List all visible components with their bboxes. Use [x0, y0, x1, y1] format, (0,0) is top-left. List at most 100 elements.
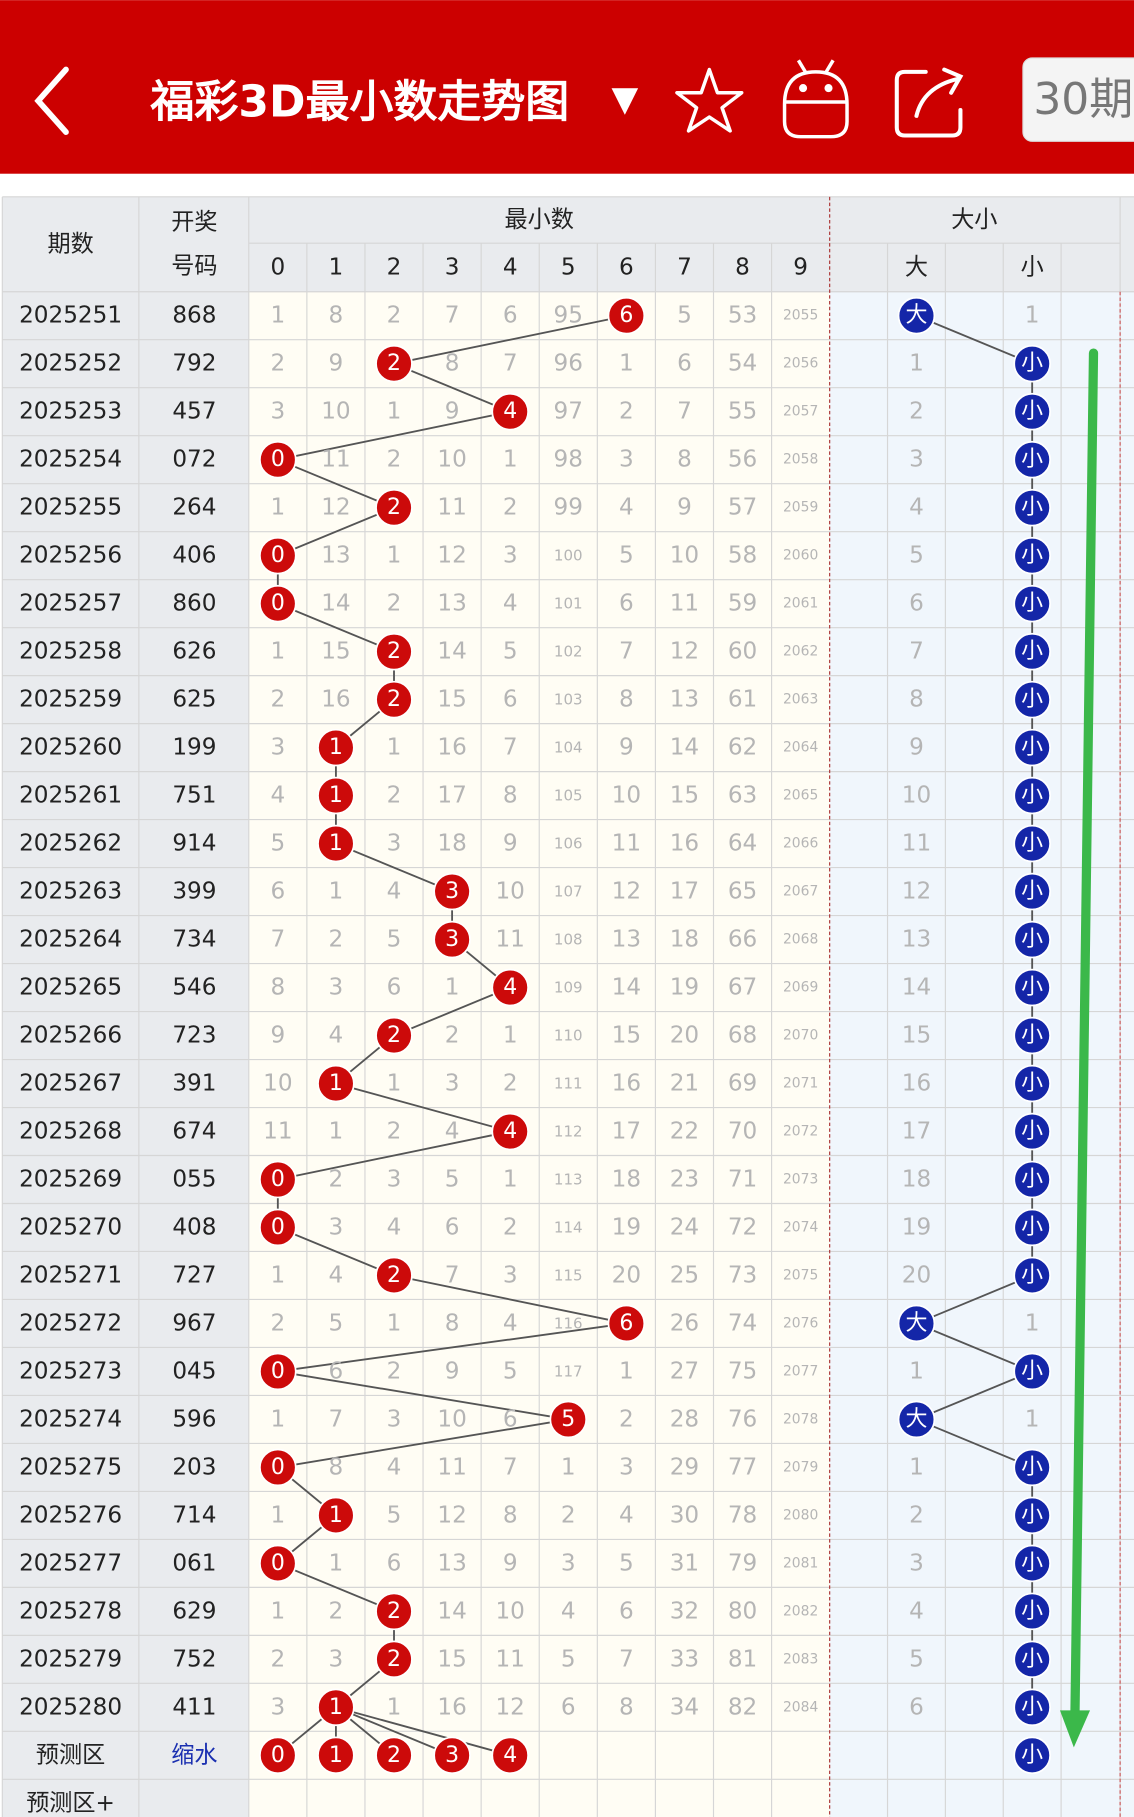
miss-count: 9 [445, 399, 460, 425]
forecast-ball-label: 0 [271, 1743, 285, 1768]
miss-count: 2 [329, 1166, 344, 1192]
hit-ball-label: 0 [271, 591, 285, 616]
miss-count: 10 [321, 399, 350, 425]
miss-count: 2068 [783, 932, 818, 948]
draw-number: 674 [172, 1119, 216, 1145]
miss-count: 14 [321, 591, 350, 617]
period: 2025280 [19, 1694, 122, 1720]
period: 2025272 [19, 1310, 122, 1336]
top-bar [0, 0, 1134, 174]
col-header: 号码 [171, 253, 217, 279]
draw-number: 203 [172, 1454, 216, 1480]
hit-ball [375, 1256, 413, 1295]
size-ball [1013, 1496, 1051, 1535]
favorite-icon[interactable] [675, 67, 744, 133]
miss-count: 2 [387, 591, 402, 617]
hit-ball [375, 1640, 413, 1679]
period: 2025255 [19, 495, 122, 521]
miss-count: 11 [495, 927, 524, 953]
miss-count: 2 [561, 1502, 576, 1528]
size-miss: 5 [909, 1646, 924, 1672]
period-button[interactable] [1022, 57, 1134, 142]
miss-count: 1 [270, 1502, 285, 1528]
hit-ball-label: 1 [329, 735, 343, 760]
period: 2025252 [19, 351, 122, 377]
miss-count: 13 [437, 1550, 466, 1576]
miss-count: 1 [387, 543, 402, 569]
miss-count: 8 [677, 447, 692, 473]
page-title[interactable]: 福彩3D最小数走势图 [149, 76, 569, 127]
size-ball [1013, 584, 1051, 623]
miss-count: 7 [503, 735, 518, 761]
size-miss: 3 [909, 447, 924, 473]
miss-count: 4 [387, 1454, 402, 1480]
miss-count: 4 [387, 1214, 402, 1240]
miss-count: 4 [270, 783, 285, 809]
hit-ball-label: 4 [503, 1119, 517, 1144]
miss-count: 2063 [783, 692, 818, 708]
size-ball [1013, 488, 1051, 527]
miss-count: 103 [554, 691, 583, 709]
size-ball [1013, 872, 1051, 911]
size-ball [1013, 1112, 1051, 1151]
digit-header: 7 [677, 254, 692, 280]
share-icon[interactable] [894, 67, 964, 138]
miss-count: 5 [387, 927, 402, 953]
robot-icon[interactable] [782, 59, 849, 139]
miss-count: 10 [263, 1071, 292, 1097]
miss-count: 5 [503, 639, 518, 665]
miss-count: 11 [321, 447, 350, 473]
forecast-method[interactable]: 缩水 [171, 1742, 217, 1768]
miss-count: 12 [612, 879, 641, 905]
miss-count: 8 [503, 1502, 518, 1528]
miss-count: 23 [670, 1166, 699, 1192]
miss-count: 33 [670, 1646, 699, 1672]
period-button-label[interactable]: 30期 [1033, 74, 1133, 125]
hit-ball-label: 2 [387, 1647, 401, 1672]
miss-count: 2 [503, 495, 518, 521]
hit-ball-label: 6 [619, 1311, 633, 1336]
size-miss: 13 [902, 927, 931, 953]
miss-count: 66 [728, 927, 757, 953]
miss-count: 5 [677, 303, 692, 329]
back-button[interactable] [34, 66, 69, 135]
miss-count: 4 [329, 1262, 344, 1288]
hit-ball [375, 632, 413, 671]
size-ball [1013, 1160, 1051, 1199]
miss-count: 2 [387, 1119, 402, 1145]
forecast-line [335, 1706, 511, 1757]
miss-count: 32 [670, 1598, 699, 1624]
period: 2025275 [19, 1454, 122, 1480]
miss-count: 2071 [783, 1076, 818, 1092]
miss-count: 11 [495, 1646, 524, 1672]
miss-count: 13 [321, 543, 350, 569]
miss-count: 105 [554, 787, 583, 805]
size-miss: 11 [902, 831, 931, 857]
miss-count: 16 [437, 1694, 466, 1720]
dropdown-arrow[interactable]: ▼ [612, 80, 639, 120]
miss-count: 2072 [783, 1124, 818, 1140]
draw-number: 391 [172, 1071, 216, 1097]
miss-count: 2083 [783, 1651, 818, 1667]
miss-count: 74 [728, 1310, 757, 1336]
miss-count: 6 [387, 975, 402, 1001]
size-miss: 20 [902, 1262, 931, 1288]
miss-count: 2061 [783, 596, 818, 612]
miss-count: 6 [445, 1214, 460, 1240]
size-miss: 18 [902, 1166, 931, 1192]
period: 2025271 [19, 1262, 122, 1288]
draw-number: 408 [172, 1214, 216, 1240]
miss-count: 3 [387, 1406, 402, 1432]
period: 2025274 [19, 1406, 122, 1432]
size-miss: 1 [909, 1358, 924, 1384]
miss-count: 10 [495, 1598, 524, 1624]
miss-count: 13 [437, 591, 466, 617]
miss-count: 5 [387, 1502, 402, 1528]
miss-count: 9 [677, 495, 692, 521]
miss-count: 113 [554, 1170, 583, 1188]
period: 2025269 [19, 1166, 122, 1192]
period: 2025263 [19, 879, 122, 905]
miss-count: 3 [387, 1166, 402, 1192]
hit-ball [317, 824, 355, 863]
